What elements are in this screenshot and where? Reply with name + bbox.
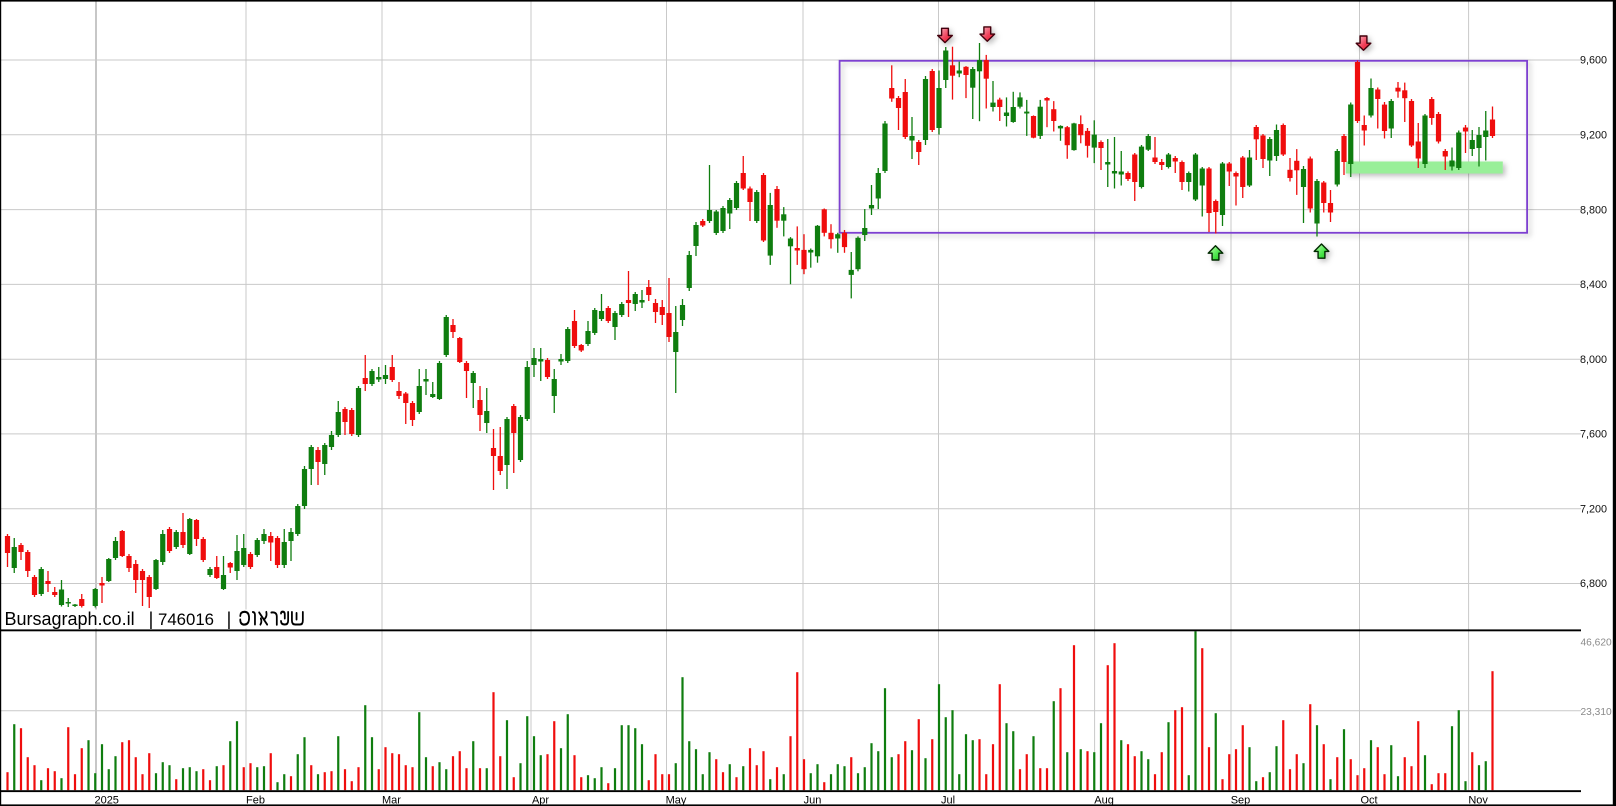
svg-text:Bursagraph.co.il: Bursagraph.co.il xyxy=(5,609,135,629)
svg-text:|: | xyxy=(149,609,154,629)
svg-text:6,800: 6,800 xyxy=(1580,578,1607,590)
svg-text:2025: 2025 xyxy=(94,794,118,806)
svg-text:Nov: Nov xyxy=(1468,794,1488,806)
svg-text:Mar: Mar xyxy=(382,794,401,806)
svg-text:Jul: Jul xyxy=(941,794,955,806)
svg-text:46,620: 46,620 xyxy=(1581,637,1612,648)
svg-text:May: May xyxy=(666,794,687,806)
svg-text:Jun: Jun xyxy=(804,794,822,806)
svg-text:Aug: Aug xyxy=(1094,794,1114,806)
svg-text:8,400: 8,400 xyxy=(1580,279,1607,291)
svg-text:9,600: 9,600 xyxy=(1580,55,1607,67)
svg-text:7,200: 7,200 xyxy=(1580,503,1607,515)
svg-text:8,000: 8,000 xyxy=(1580,354,1607,366)
svg-text:|: | xyxy=(227,609,232,629)
svg-text:9,200: 9,200 xyxy=(1580,130,1607,142)
svg-text:7,600: 7,600 xyxy=(1580,429,1607,441)
svg-text:8,800: 8,800 xyxy=(1580,204,1607,216)
svg-text:23,310: 23,310 xyxy=(1581,707,1612,718)
svg-text:Oct: Oct xyxy=(1360,794,1377,806)
svg-text:Feb: Feb xyxy=(246,794,265,806)
svg-text:Apr: Apr xyxy=(532,794,549,806)
svg-text:Sep: Sep xyxy=(1231,794,1251,806)
svg-text:746016: 746016 xyxy=(158,610,214,629)
